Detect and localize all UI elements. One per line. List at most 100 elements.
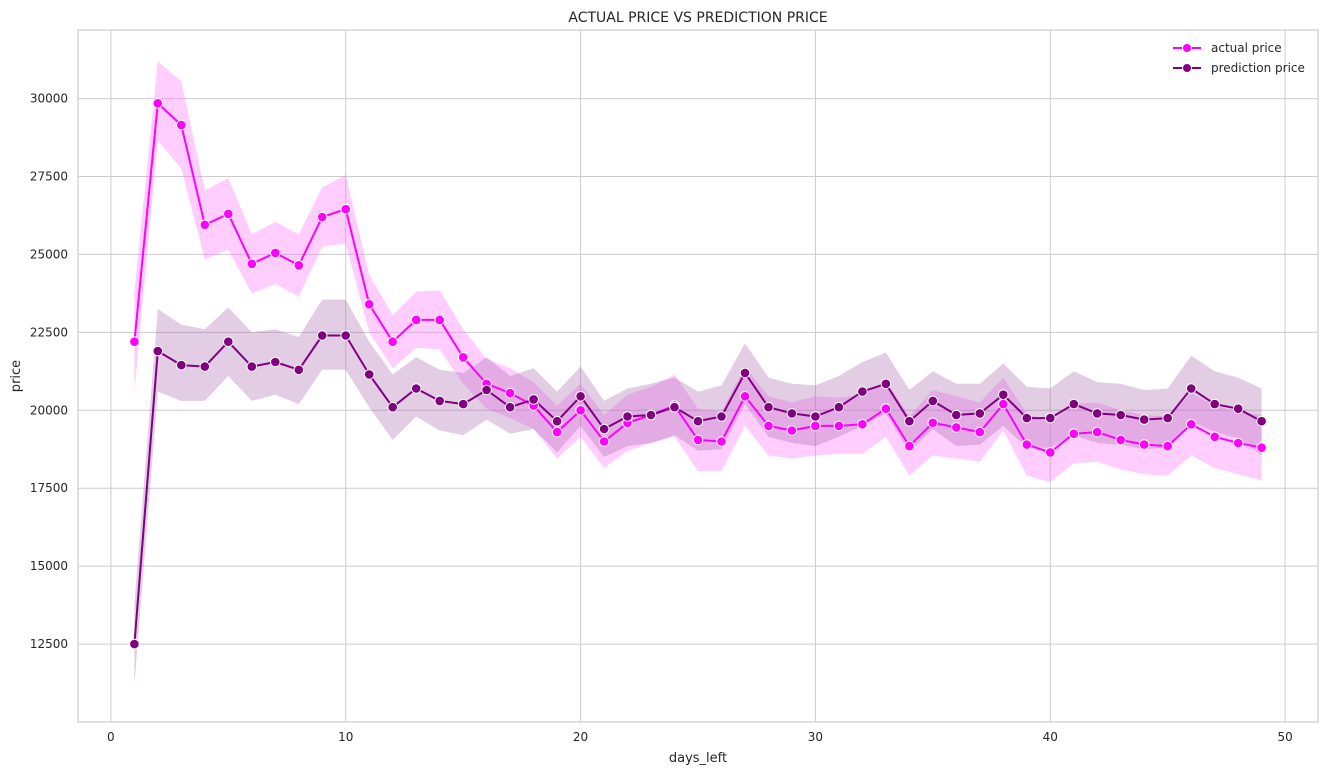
data-point-prediction [880, 378, 892, 390]
data-point-prediction [1209, 398, 1220, 410]
y-tick-label: 27500 [30, 170, 68, 184]
y-tick-label: 22500 [30, 325, 68, 339]
x-tick-label: 40 [1043, 730, 1058, 744]
data-point-prediction [176, 359, 187, 371]
data-point-actual [1115, 434, 1126, 446]
data-point-prediction [998, 389, 1009, 401]
legend: actual price prediction price [1173, 41, 1305, 75]
data-point-actual [316, 211, 328, 223]
y-tick-label: 17500 [30, 481, 68, 495]
y-tick-label: 15000 [30, 559, 68, 573]
data-point-prediction [1091, 408, 1103, 419]
data-point-actual [1162, 440, 1173, 452]
data-point-prediction [410, 383, 422, 394]
data-point-prediction [833, 401, 845, 413]
series-points [129, 98, 1267, 650]
data-point-actual [410, 314, 422, 326]
data-point-prediction [598, 423, 610, 435]
confidence-band-actual [134, 61, 1262, 482]
data-point-actual [1045, 447, 1056, 458]
data-point-actual [575, 405, 586, 416]
data-point-actual [739, 391, 751, 402]
data-point-prediction [927, 395, 939, 407]
x-tick-label: 10 [338, 730, 353, 744]
data-point-actual [880, 403, 892, 415]
legend-label-actual: actual price [1211, 41, 1282, 55]
chart-title: ACTUAL PRICE VS PREDICTION PRICE [568, 10, 827, 26]
data-point-prediction [951, 409, 962, 421]
data-point-prediction [1232, 403, 1244, 415]
data-point-prediction [763, 401, 774, 413]
data-point-prediction [692, 415, 704, 427]
legend-swatch-prediction-marker [1182, 63, 1192, 73]
data-point-actual [692, 434, 704, 446]
data-point-prediction [223, 336, 234, 348]
data-point-actual [833, 420, 845, 432]
data-point-prediction [1045, 412, 1056, 424]
data-point-prediction [434, 395, 446, 407]
data-point-actual [457, 352, 469, 363]
data-point-prediction [810, 411, 821, 422]
data-point-actual [998, 398, 1009, 410]
data-point-actual [363, 299, 375, 310]
y-tick-label: 12500 [30, 637, 68, 651]
data-point-actual [199, 219, 211, 231]
data-point-prediction [1162, 412, 1173, 424]
data-point-prediction [129, 638, 140, 650]
data-point-actual [1138, 439, 1150, 450]
data-point-actual [152, 98, 164, 109]
grid [78, 30, 1318, 722]
data-point-prediction [1256, 415, 1267, 427]
data-point-actual [763, 420, 774, 432]
data-point-actual [927, 417, 939, 429]
data-point-prediction [152, 345, 164, 357]
legend-item-prediction: prediction price [1173, 61, 1305, 75]
data-point-prediction [504, 401, 516, 413]
data-point-actual [387, 336, 399, 348]
data-point-actual [974, 426, 986, 438]
data-point-prediction [457, 398, 469, 410]
axis-ticks: 0 10 20 30 40 50 12500 15000 17500 20000 22500 2500… [30, 92, 1293, 744]
data-point-prediction [270, 356, 281, 368]
data-point-prediction [857, 386, 868, 397]
data-point-prediction [199, 361, 211, 372]
data-point-actual [223, 208, 234, 220]
data-point-actual [904, 440, 915, 452]
data-point-prediction [246, 361, 258, 372]
data-point-actual [786, 425, 798, 436]
confidence-band-prediction [134, 299, 1262, 685]
data-point-prediction [481, 384, 492, 396]
data-point-prediction [786, 408, 798, 419]
data-point-prediction [1068, 398, 1080, 410]
data-point-prediction [387, 401, 399, 413]
y-axis-title: price [9, 360, 24, 392]
data-point-prediction [1185, 383, 1197, 394]
data-point-prediction [363, 369, 375, 380]
x-tick-label: 20 [573, 730, 588, 744]
data-point-prediction [974, 408, 986, 419]
data-point-actual [293, 260, 305, 271]
data-point-prediction [528, 394, 539, 405]
data-point-prediction [645, 409, 657, 421]
data-point-prediction [293, 364, 305, 376]
legend-swatch-actual-marker [1182, 43, 1192, 53]
data-point-prediction [1021, 412, 1033, 424]
data-point-actual [551, 426, 563, 438]
data-point-actual [716, 436, 727, 447]
data-point-actual [176, 119, 187, 131]
x-tick-label: 0 [107, 730, 115, 744]
y-tick-label: 30000 [30, 92, 68, 106]
data-point-actual [1021, 439, 1033, 450]
data-point-actual [129, 336, 140, 348]
data-point-actual [1232, 437, 1244, 449]
plot-area-frame [77, 29, 1319, 723]
data-point-actual [951, 422, 962, 433]
data-point-prediction [716, 411, 727, 422]
data-point-prediction [575, 391, 586, 402]
data-point-actual [246, 258, 258, 270]
y-tick-label: 25000 [30, 247, 68, 261]
x-tick-label: 30 [808, 730, 823, 744]
data-point-prediction [904, 415, 915, 427]
confidence-bands [134, 61, 1262, 685]
